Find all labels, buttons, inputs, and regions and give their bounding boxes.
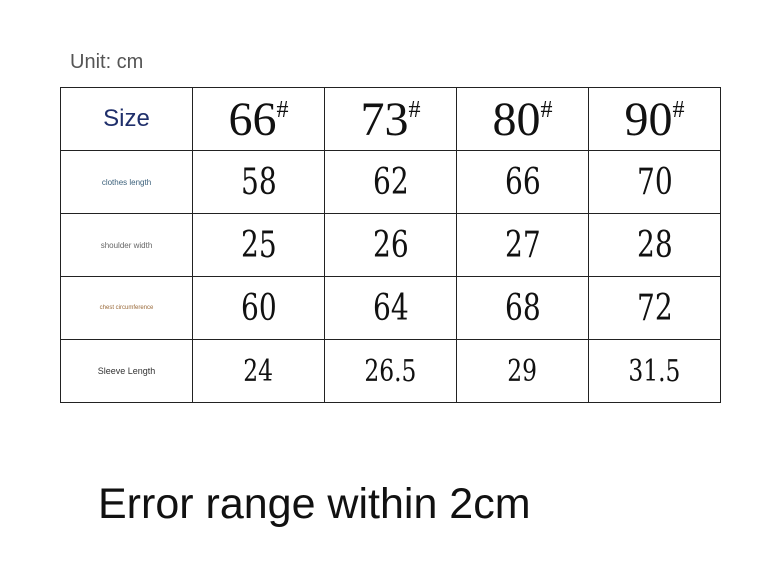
header-row: Size 66# 73# 80# 90# xyxy=(60,87,721,151)
cell: 27 xyxy=(456,213,589,277)
error-range-note: Error range within 2cm xyxy=(98,480,531,528)
cell: 64 xyxy=(324,276,457,340)
cell: 68 xyxy=(456,276,589,340)
table-row: Sleeve Length 24 26.5 29 31.5 xyxy=(60,339,721,403)
cell: 28 xyxy=(588,213,721,277)
size-66: 66# xyxy=(192,87,325,151)
size-header: Size xyxy=(60,87,193,151)
cell: 70 xyxy=(588,150,721,214)
cell: 72 xyxy=(588,276,721,340)
cell: 66 xyxy=(456,150,589,214)
cell: 58 xyxy=(192,150,325,214)
row-label: Sleeve Length xyxy=(60,339,193,403)
cell: 26.5 xyxy=(324,339,457,403)
size-chart-table: Size 66# 73# 80# 90# clothes length 58 6… xyxy=(60,87,721,403)
cell: 24 xyxy=(192,339,325,403)
cell: 60 xyxy=(192,276,325,340)
size-80: 80# xyxy=(456,87,589,151)
table-row: clothes length 58 62 66 70 xyxy=(60,150,721,214)
cell: 26 xyxy=(324,213,457,277)
row-label: shoulder width xyxy=(60,213,193,277)
size-73: 73# xyxy=(324,87,457,151)
unit-label: Unit: cm xyxy=(70,51,144,73)
cell: 25 xyxy=(192,213,325,277)
cell: 62 xyxy=(324,150,457,214)
cell: 31.5 xyxy=(588,339,721,403)
cell: 29 xyxy=(456,339,589,403)
row-label: chest circumference xyxy=(60,276,193,340)
size-90: 90# xyxy=(588,87,721,151)
table-row: shoulder width 25 26 27 28 xyxy=(60,213,721,277)
row-label: clothes length xyxy=(60,150,193,214)
table-row: chest circumference 60 64 68 72 xyxy=(60,276,721,340)
